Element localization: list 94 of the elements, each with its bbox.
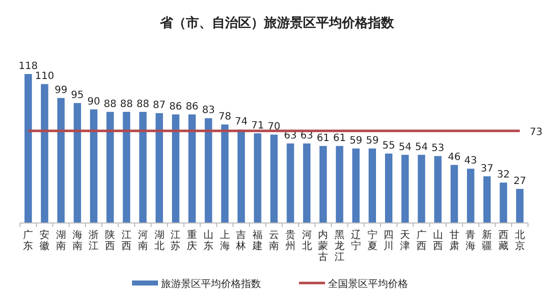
data-label: 99 [54, 84, 68, 96]
x-tick-label: 黑龙江 [334, 230, 345, 263]
x-tick-label: 上海 [220, 229, 230, 252]
bar [172, 114, 180, 223]
bar [188, 114, 196, 223]
data-label: 37 [480, 163, 494, 174]
x-tick-label: 广东 [23, 229, 34, 252]
data-label: 55 [382, 140, 396, 152]
bar [238, 130, 245, 223]
legend-label: 旅游景区平均价格指数 [161, 278, 261, 290]
data-label: 59 [366, 136, 379, 146]
x-tick-label: 山西 [432, 229, 443, 252]
bar [450, 164, 458, 223]
x-tick-label: 北京 [514, 229, 525, 252]
x-tick-label: 甘肃 [449, 229, 460, 252]
x-tick-label: 四川 [384, 230, 394, 252]
data-label: 87 [152, 100, 166, 112]
bar [254, 133, 262, 223]
data-label: 88 [136, 98, 150, 110]
bar [336, 146, 344, 223]
bar [74, 103, 82, 223]
data-label: 73 [530, 126, 543, 138]
x-tick-label: 辽宁 [350, 229, 361, 252]
x-tick-label: 江西 [122, 229, 132, 252]
x-tick-label: 福建 [252, 229, 263, 252]
data-label: 118 [18, 61, 38, 72]
x-tick-label: 河南 [138, 229, 148, 252]
bar [319, 146, 327, 223]
data-label: 88 [120, 98, 133, 110]
data-label: 110 [35, 71, 54, 82]
bar [204, 118, 212, 223]
data-label: 61 [333, 132, 346, 144]
bar [156, 113, 163, 223]
bar [40, 84, 48, 223]
x-tick-label: 山东 [203, 229, 214, 252]
data-label: 43 [464, 156, 478, 167]
bar [500, 182, 508, 223]
bar [24, 74, 32, 223]
data-label: 53 [432, 143, 444, 154]
bar [57, 98, 65, 223]
bar [368, 148, 376, 223]
x-tick-label: 西藏 [498, 230, 508, 252]
x-tick-label: 吉林 [235, 229, 246, 252]
data-label: 95 [70, 90, 84, 102]
data-label: 71 [251, 120, 264, 132]
x-tick-label: 湖南 [56, 229, 66, 252]
bar [303, 143, 310, 223]
x-tick-label: 重庆 [187, 229, 198, 252]
bar [270, 134, 278, 223]
data-label: 86 [186, 101, 198, 112]
data-label: 61 [316, 132, 330, 144]
x-tick-label: 内蒙古 [318, 229, 328, 263]
x-tick-label: 河北 [302, 229, 312, 252]
bar [418, 154, 426, 223]
x-tick-label: 浙江 [88, 229, 99, 252]
data-label: 54 [398, 142, 412, 153]
data-label: 32 [497, 170, 510, 181]
bar [516, 188, 524, 223]
bar [466, 168, 474, 223]
x-tick-label: 江苏 [170, 229, 181, 252]
data-label: 54 [415, 142, 428, 153]
data-label: 88 [104, 98, 116, 110]
bar [401, 154, 409, 223]
bar [221, 124, 229, 223]
bar [352, 148, 360, 223]
data-label: 86 [169, 101, 182, 112]
x-tick-label: 天津 [400, 230, 410, 252]
data-label: 78 [218, 112, 232, 123]
bar [434, 156, 442, 223]
data-label: 83 [202, 105, 215, 116]
data-label: 59 [350, 136, 362, 146]
x-tick-label: 云南 [269, 230, 279, 252]
x-tick-label: 新疆 [482, 229, 492, 252]
bar [90, 109, 98, 223]
data-label: 74 [234, 116, 248, 128]
x-tick-label: 湖北 [154, 229, 164, 252]
data-label: 27 [513, 176, 526, 187]
x-tick-label: 陕西 [105, 229, 116, 252]
x-tick-label: 青海 [466, 229, 476, 252]
bar [483, 176, 491, 223]
x-tick-label: 宁夏 [367, 229, 378, 252]
bar [106, 112, 114, 223]
legend-label: 全国景区平均价格 [328, 278, 408, 290]
x-tick-label: 贵州 [285, 229, 296, 252]
data-label: 90 [87, 96, 100, 108]
chart-title: 省（市、自治区）旅游景区平均价格指数 [159, 15, 395, 31]
bar [385, 154, 392, 223]
bar [286, 143, 294, 223]
bar [139, 112, 147, 223]
x-tick-label: 广西 [416, 229, 426, 252]
x-tick-label: 安徽 [40, 229, 50, 252]
bar [122, 112, 130, 223]
data-label: 46 [448, 152, 461, 163]
x-tick-label: 海南 [72, 229, 82, 252]
